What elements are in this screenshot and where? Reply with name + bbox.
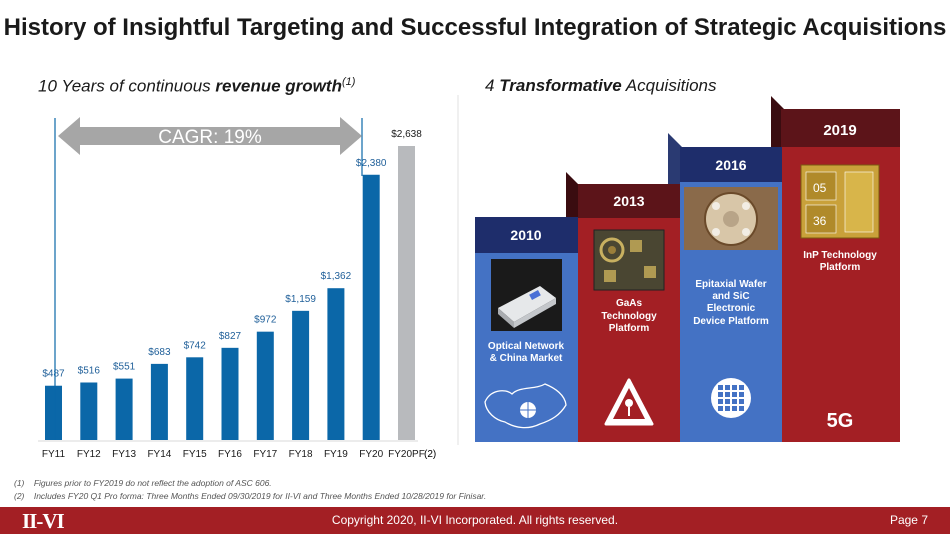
bar-fy14 xyxy=(150,363,168,440)
footnote-2: (2) Includes FY20 Q1 Pro forma: Three Mo… xyxy=(14,491,486,501)
bar-value-label: $827 xyxy=(219,331,242,342)
bar-value-label: $551 xyxy=(113,362,136,373)
caption-line-2: Platform xyxy=(820,262,861,273)
x-tick-label: FY11 xyxy=(42,449,66,460)
laser-warning-icon xyxy=(604,378,654,426)
badge-5g: 5G xyxy=(827,410,854,432)
footnote-1: (1) Figures prior to FY2019 do not refle… xyxy=(14,478,272,488)
bar-fy20pf xyxy=(398,146,415,440)
step-shadow xyxy=(566,172,580,218)
caption-line-2: & China Market xyxy=(490,353,563,364)
note-marker: (2) xyxy=(424,449,436,460)
bar-value-label: $1,159 xyxy=(285,294,316,305)
bar-value-label: $487 xyxy=(42,369,65,380)
x-tick-label: FY18 xyxy=(289,449,313,460)
bar-fy13 xyxy=(115,378,133,440)
acquisitions-panel: 2019 05 36 InP Technology Platform 5G 20… xyxy=(457,95,900,445)
china-map-icon xyxy=(484,383,567,429)
inp-chip-image: 05 36 xyxy=(800,164,880,239)
x-tick-label: FY12 xyxy=(77,449,101,460)
bar-value-label: $972 xyxy=(254,315,277,326)
right-subtitle-pre: 4 xyxy=(485,76,500,95)
year-label: 2010 xyxy=(510,227,541,243)
x-tick-label: FY20PF xyxy=(388,449,425,460)
chip-glyph: 36 xyxy=(813,214,827,228)
acquisition-2019: 2019 05 36 InP Technology Platform 5G xyxy=(771,96,900,442)
caption-line-3: Platform xyxy=(609,323,650,334)
copyright-text: Copyright 2020, II-VI Incorporated. All … xyxy=(331,513,619,527)
left-subtitle-bold: revenue growth xyxy=(215,76,342,96)
footnote-text: Includes FY20 Q1 Pro forma: Three Months… xyxy=(33,491,487,501)
bar-value-label: $2,380 xyxy=(356,158,387,169)
gaas-chip-image xyxy=(593,229,665,291)
x-tick-label: FY14 xyxy=(147,449,171,460)
company-logo: II-VI xyxy=(22,509,65,533)
x-tick-label: FY13 xyxy=(112,449,136,460)
x-tick-label: FY19 xyxy=(324,449,348,460)
year-label: 2019 xyxy=(823,122,856,139)
x-tick-label: FY20 xyxy=(359,449,383,460)
footnote-text: Figures prior to FY2019 do not reflect t… xyxy=(33,478,272,488)
left-subtitle-text: 10 Years of continuous xyxy=(38,76,216,96)
bar-fy15 xyxy=(186,357,204,440)
caption-line-4: Device Platform xyxy=(693,316,769,327)
x-tick-label: FY17 xyxy=(253,449,277,460)
caption-line-1: Epitaxial Wafer xyxy=(695,279,766,290)
cagr-arrow: CAGR: 19% xyxy=(54,117,363,440)
bar-value-label: $2,638 xyxy=(391,129,422,140)
right-subtitle-post: Acquisitions xyxy=(621,76,717,95)
footer-bar xyxy=(0,507,950,534)
cagr-label: CAGR: 19% xyxy=(158,127,262,148)
bar-fy16 xyxy=(221,347,239,440)
step-shadow xyxy=(668,133,682,185)
right-subtitle: 4 Transformative Acquisitions xyxy=(485,76,717,96)
slide-title: History of Insightful Targeting and Succ… xyxy=(3,14,947,41)
bar-value-label: $1,362 xyxy=(321,271,352,282)
year-header xyxy=(680,147,782,182)
caption-line-3: Electronic xyxy=(707,303,756,314)
left-subtitle: 10 Years of continuous revenue growth(1) xyxy=(38,76,355,97)
x-tick-label: FY15 xyxy=(183,449,207,460)
year-header xyxy=(578,184,680,218)
year-label: 2016 xyxy=(715,157,746,173)
caption-line-1: GaAs xyxy=(616,298,643,309)
x-tick-label: FY16 xyxy=(218,449,242,460)
bar-fy18 xyxy=(292,310,310,440)
bar-fy19 xyxy=(327,288,345,440)
cagr-arrow-shape xyxy=(58,117,362,155)
left-subtitle-sup: (1) xyxy=(341,76,356,88)
bar-fy12 xyxy=(80,382,98,440)
acquisition-2010: 2010 Optical Network & China Market xyxy=(475,217,578,442)
bar-value-label: $742 xyxy=(184,340,207,351)
caption-line-1: Optical Network xyxy=(488,341,565,352)
year-label: 2013 xyxy=(613,193,644,209)
acquisition-2013: 2013 GaAs Technology Platform xyxy=(566,172,680,442)
revenue-chart: $487 FY11 $516 FY12 $551 FY13 $683 FY14 $742 FY15… xyxy=(38,117,436,460)
bar-fy11 xyxy=(45,385,62,440)
right-subtitle-bold: Transformative xyxy=(499,76,622,95)
chip-glyph: 05 xyxy=(813,181,827,195)
bar-value-label: $516 xyxy=(78,365,101,376)
bar-value-label: $683 xyxy=(148,347,171,358)
footnote-number: (1) xyxy=(14,478,25,488)
footnote-number: (2) xyxy=(14,491,25,501)
wafer-photo xyxy=(684,187,778,250)
caption-line-2: Technology xyxy=(601,311,657,322)
caption-line-1: InP Technology xyxy=(803,250,877,261)
year-header xyxy=(781,109,900,147)
caption-line-2: and SiC xyxy=(712,291,749,302)
year-header xyxy=(475,217,578,253)
optical-module-image xyxy=(491,259,562,331)
page-number: Page 7 xyxy=(889,513,928,527)
acquisition-2016: 2016 Epitaxial Wafer and SiC Electronic … xyxy=(668,133,782,442)
wafer-icon xyxy=(711,378,751,418)
bar-fy20 xyxy=(362,174,380,440)
bar-fy17 xyxy=(256,331,274,440)
